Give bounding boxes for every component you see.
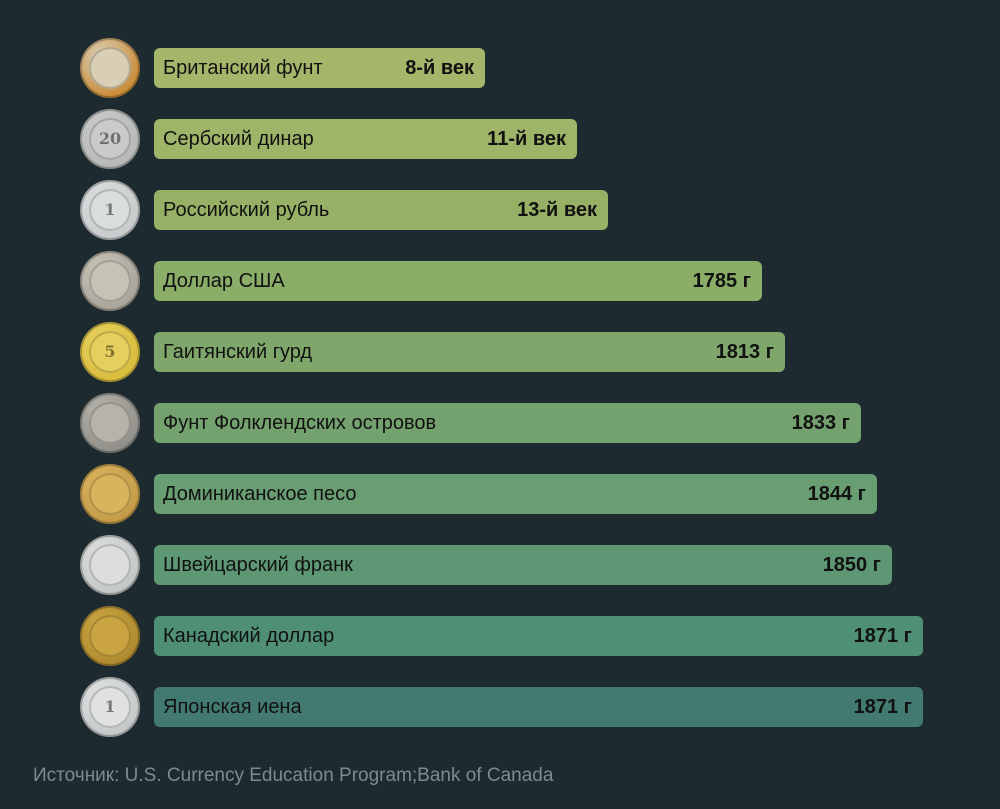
coin-denomination: 1 — [104, 200, 116, 219]
bar-row: 1 Российский рубль 13-й век — [0, 180, 1000, 240]
coin-face — [89, 47, 131, 89]
value-label: 1871 г — [853, 696, 912, 718]
bar-row: 20 Сербский динар 11-й век — [0, 109, 1000, 169]
category-label: Российский рубль — [163, 199, 330, 221]
bar — [154, 190, 608, 230]
coin-face — [89, 686, 131, 728]
bar-row: Швейцарский франк 1850 г — [0, 535, 1000, 595]
category-label: Сербский динар — [163, 128, 314, 150]
coin-icon: 1 — [80, 677, 140, 737]
category-label: Гаитянский гурд — [163, 341, 313, 363]
value-label: 8-й век — [405, 57, 474, 79]
value-label: 13-й век — [517, 199, 597, 221]
bar — [154, 48, 485, 88]
coin-icon — [80, 606, 140, 666]
category-label: Доллар США — [163, 270, 285, 292]
coin-icon: 5 — [80, 322, 140, 382]
value-label: 1813 г — [715, 341, 774, 363]
coin-face — [89, 260, 131, 302]
bar-row: Фунт Фолклендских островов 1833 г — [0, 393, 1000, 453]
coin-face — [89, 544, 131, 586]
bar-row: 5 Гаитянский гурд 1813 г — [0, 322, 1000, 382]
value-label: 1871 г — [853, 625, 912, 647]
coin-icon — [80, 38, 140, 98]
bar — [154, 119, 577, 159]
value-label: 1785 г — [692, 270, 751, 292]
category-label: Швейцарский франк — [163, 554, 353, 576]
bar — [154, 616, 923, 656]
bar — [154, 261, 762, 301]
bar-row: Канадский доллар 1871 г — [0, 606, 1000, 666]
value-label: 1833 г — [791, 412, 850, 434]
category-label: Доминиканское песо — [163, 483, 357, 505]
category-label: Канадский доллар — [163, 625, 335, 647]
bar — [154, 332, 785, 372]
coin-denomination: 1 — [104, 697, 116, 716]
bar — [154, 687, 923, 727]
value-label: 1844 г — [807, 483, 866, 505]
coin-denomination: 5 — [104, 342, 116, 361]
category-label: Фунт Фолклендских островов — [163, 412, 437, 434]
coin-face — [89, 189, 131, 231]
coin-icon — [80, 251, 140, 311]
category-label: Японская иена — [163, 696, 302, 718]
bar — [154, 545, 892, 585]
category-label: Британский фунт — [163, 57, 323, 79]
coin-icon: 1 — [80, 180, 140, 240]
bar-row: Доллар США 1785 г — [0, 251, 1000, 311]
coin-denomination: 20 — [98, 129, 122, 148]
coin-icon — [80, 393, 140, 453]
coin-icon: 20 — [80, 109, 140, 169]
coin-icon — [80, 535, 140, 595]
coin-icon — [80, 464, 140, 524]
source-note: Источник: U.S. Currency Education Progra… — [33, 765, 554, 786]
bar-row: Британский фунт 8-й век — [0, 38, 1000, 98]
value-label: 11-й век — [487, 128, 566, 150]
coin-face — [89, 118, 131, 160]
bar-row: Доминиканское песо 1844 г — [0, 464, 1000, 524]
bar — [154, 403, 861, 443]
coin-face — [89, 402, 131, 444]
coin-face — [89, 615, 131, 657]
coin-face — [89, 473, 131, 515]
value-label: 1850 г — [822, 554, 881, 576]
bar — [154, 474, 877, 514]
bar-row: 1 Японская иена 1871 г — [0, 677, 1000, 737]
coin-face — [89, 331, 131, 373]
